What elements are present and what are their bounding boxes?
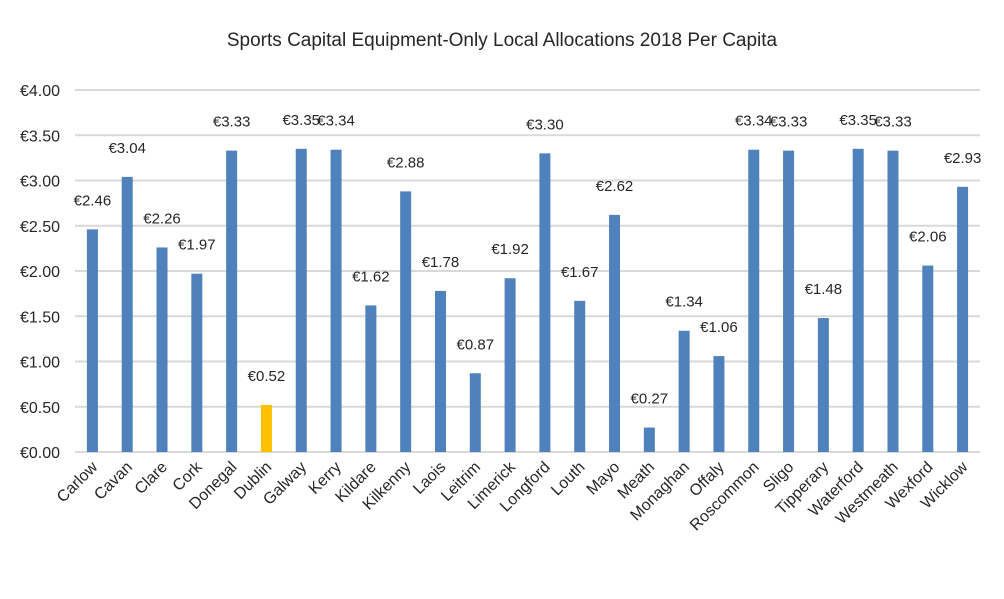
bar-wicklow	[957, 186, 969, 452]
x-tick-label-louth: Louth	[548, 459, 588, 499]
y-tick-label: €2.50	[20, 219, 60, 236]
bar-donegal	[226, 150, 238, 452]
data-label-tipperary: €1.48	[805, 281, 843, 298]
data-labels: €2.46€3.04€2.26€1.97€3.33€0.52€3.35€3.34…	[74, 112, 982, 408]
bars	[86, 148, 969, 453]
bar-monaghan	[678, 330, 690, 452]
bar-cork	[191, 273, 203, 452]
bar-meath	[643, 427, 655, 452]
bar-mayo	[609, 214, 621, 452]
y-tick-label: €1.00	[20, 355, 60, 372]
bar-offaly	[713, 356, 725, 452]
gridlines	[75, 89, 980, 453]
data-label-waterford: €3.35	[839, 112, 877, 129]
data-label-kerry: €3.34	[317, 113, 355, 130]
bar-cavan	[121, 176, 133, 452]
y-axis-tick-labels: €0.00 €0.50 €1.00 €1.50 €2.00 €2.50 €3.00 €3.50…	[20, 83, 60, 462]
data-label-clare: €2.26	[143, 210, 181, 227]
data-label-dublin: €0.52	[248, 368, 286, 385]
bar-carlow	[86, 229, 98, 452]
x-axis-tick-labels: CarlowCavanClareCorkDonegalDublinGalwayK…	[54, 458, 972, 534]
bar-tipperary	[817, 318, 829, 452]
data-label-leitrim: €0.87	[457, 336, 495, 353]
bar-limerick	[504, 278, 516, 452]
data-label-roscommon: €3.34	[735, 113, 773, 130]
data-label-galway: €3.35	[282, 112, 320, 129]
data-label-laois: €1.78	[422, 254, 460, 271]
bar-laois	[434, 290, 446, 452]
data-label-westmeath: €3.33	[874, 114, 912, 131]
data-label-mayo: €2.62	[596, 178, 634, 195]
data-label-carlow: €2.46	[74, 192, 112, 209]
data-label-limerick: €1.92	[491, 241, 529, 258]
data-label-longford: €3.30	[526, 116, 564, 133]
bar-dublin	[260, 404, 272, 452]
data-label-kilkenny: €2.88	[387, 154, 425, 171]
y-tick-label: €4.00	[20, 83, 60, 100]
data-label-louth: €1.67	[561, 264, 599, 281]
bar-leitrim	[469, 373, 481, 452]
bar-galway	[295, 148, 307, 452]
y-tick-label: €3.50	[20, 128, 60, 145]
data-label-meath: €0.27	[631, 391, 669, 408]
x-tick-label-cavan: Cavan	[91, 459, 136, 504]
data-label-sligo: €3.33	[770, 114, 808, 131]
bar-roscommon	[748, 149, 760, 453]
y-tick-label: €2.00	[20, 264, 60, 281]
bar-louth	[574, 300, 586, 452]
data-label-cavan: €3.04	[108, 140, 146, 157]
bar-waterford	[852, 148, 864, 452]
y-tick-label: €0.50	[20, 400, 60, 417]
bar-clare	[156, 247, 168, 452]
y-tick-label: €1.50	[20, 309, 60, 326]
data-label-monaghan: €1.34	[665, 294, 703, 311]
chart-title: Sports Capital Equipment-Only Local Allo…	[227, 30, 778, 51]
x-tick-label-clare: Clare	[132, 459, 171, 498]
data-label-kildare: €1.62	[352, 268, 390, 285]
data-label-donegal: €3.33	[213, 114, 251, 131]
y-tick-label: €3.00	[20, 174, 60, 191]
bar-kilkenny	[400, 191, 412, 453]
bar-sligo	[783, 150, 795, 452]
y-tick-label: €0.00	[20, 445, 60, 462]
x-tick-label-carlow: Carlow	[54, 458, 102, 506]
data-label-wicklow: €2.93	[944, 150, 982, 167]
data-label-offaly: €1.06	[700, 319, 738, 336]
bar-wexford	[922, 265, 934, 452]
bar-longford	[539, 153, 551, 452]
bar-kerry	[330, 149, 342, 453]
data-label-cork: €1.97	[178, 237, 216, 254]
data-label-wexford: €2.06	[909, 229, 947, 246]
bar-kildare	[365, 305, 377, 452]
bar-westmeath	[887, 150, 899, 452]
